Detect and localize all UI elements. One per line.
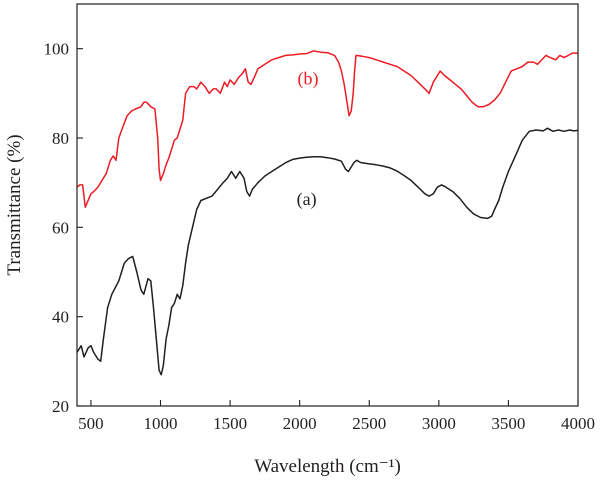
plot-frame — [76, 3, 579, 407]
x-tick-label: 2500 — [352, 414, 386, 433]
y-tick-label: 100 — [44, 40, 70, 59]
x-tick-label: 500 — [78, 414, 104, 433]
x-axis-title: Wavelength (cm⁻¹) — [254, 456, 401, 477]
x-tick-label: 4000 — [561, 414, 595, 433]
label-layer: Wavelength (cm⁻¹) Transmittance (%) — [4, 134, 401, 477]
y-tick-label: 20 — [52, 397, 69, 416]
series-label-a: (a) — [297, 189, 317, 210]
y-tick-label: 60 — [52, 218, 69, 237]
series-label-b: (b) — [298, 68, 319, 89]
axes-layer — [76, 3, 579, 407]
series-line-b — [76, 50, 578, 208]
x-ticks: 500 1000 1500 2000 2500 3000 3500 4000 — [78, 400, 595, 433]
x-tick-label: 2000 — [283, 414, 317, 433]
x-tick-label: 1500 — [213, 414, 247, 433]
x-tick-label: 1000 — [144, 414, 178, 433]
series-layer: (a) (b) — [76, 50, 579, 376]
x-tick-label: 3500 — [491, 414, 525, 433]
y-tick-label: 80 — [52, 129, 69, 148]
y-axis-title: Transmittance (%) — [4, 134, 25, 275]
series-line-a — [76, 127, 579, 376]
y-tick-label: 40 — [52, 308, 69, 327]
x-tick-label: 3000 — [422, 414, 456, 433]
y-ticks: 20 40 60 80 100 — [44, 40, 83, 416]
